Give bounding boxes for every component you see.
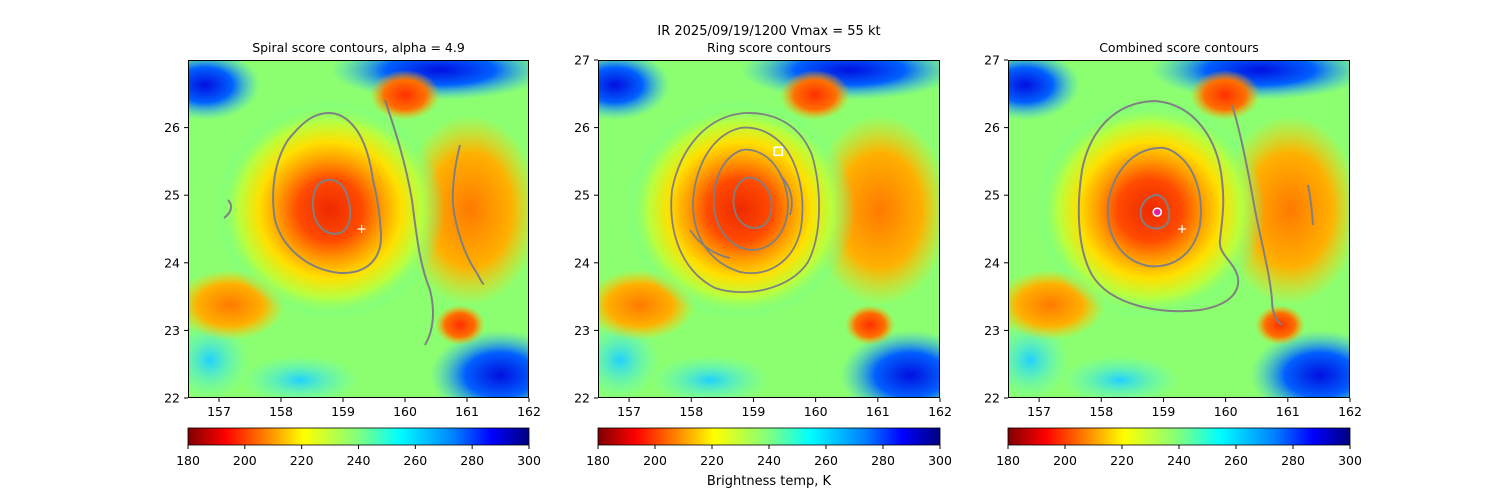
colorbar-tick-label: 220 [290,453,314,468]
center-marker-spiral [357,225,366,233]
colorbar-tick-label: 280 [460,453,484,468]
y-tick-label: 25 [574,188,590,203]
colorbar-tick-label: 200 [643,453,667,468]
panel-title-ring: Ring score contours [707,40,831,55]
colorbar-tick-label: 300 [1338,453,1362,468]
x-axis-ticks-ring: 157 158 159 160 161 162 [617,398,952,419]
y-axis-ticks-ring: 22 23 24 25 26 27 [574,53,598,406]
ir-image-combined [1008,60,1350,398]
contours-spiral [223,99,485,346]
y-tick-label: 26 [164,120,180,135]
ir-image-ring [598,60,940,398]
colorbar-tick-label: 240 [347,453,371,468]
panel-title-combined: Combined score contours [1099,40,1259,55]
colorbar-ticks-ring: 180 200 220 240 260 280 300 [586,445,952,468]
y-tick-label: 26 [574,120,590,135]
colorbar-tick-label: 180 [996,453,1020,468]
combined-center-marker [1152,207,1162,217]
y-tick-label: 23 [574,323,590,338]
x-tick-label: 157 [207,404,231,419]
colorbar-tick-label: 180 [176,453,200,468]
x-tick-label: 161 [455,404,479,419]
colorbar-tick-label: 260 [814,453,838,468]
panel-spiral: Spiral score contours, alpha = 4.9 [164,40,541,468]
colorbar-spiral [187,427,530,446]
x-tick-label: 162 [517,404,541,419]
x-tick-label: 158 [269,404,293,419]
ir-image-spiral [188,60,529,398]
colorbar-tick-label: 300 [517,453,541,468]
colorbar-tick-label: 280 [1281,453,1305,468]
x-tick-label: 162 [928,404,952,419]
colorbar-tick-label: 200 [233,453,257,468]
y-tick-label: 24 [984,255,1000,270]
colorbar-combined [1007,427,1351,446]
colorbar-tick-label: 220 [1110,453,1134,468]
x-tick-label: 159 [331,404,355,419]
y-tick-label: 22 [984,391,1000,406]
ring-center-marker [773,146,784,157]
colorbar-tick-label: 240 [1167,453,1191,468]
x-tick-label: 161 [1276,404,1300,419]
x-tick-label: 157 [1027,404,1051,419]
y-tick-label: 23 [164,323,180,338]
colorbar-tick-label: 180 [586,453,610,468]
x-tick-label: 162 [1338,404,1362,419]
colorbar-tick-label: 260 [403,453,427,468]
y-tick-label: 25 [164,188,180,203]
y-axis-ticks-spiral: 22 23 24 25 26 [164,120,188,406]
y-tick-label: 27 [984,53,1000,68]
x-tick-label: 158 [1089,404,1113,419]
center-marker-combined [1178,225,1187,233]
figure-title: IR 2025/09/19/1200 Vmax = 55 kt [657,24,880,39]
x-tick-label: 160 [393,404,417,419]
contours-combined [1077,99,1314,326]
x-tick-label: 160 [804,404,828,419]
x-axis-ticks-spiral: 157 158 159 160 161 162 [207,398,541,419]
colorbar-tick-label: 240 [757,453,781,468]
colorbar-label: Brightness temp, K [707,474,832,489]
x-axis-ticks-combined: 157 158 159 160 161 162 [1027,398,1362,419]
colorbar-ticks-spiral: 180 200 220 240 260 280 300 [176,445,541,468]
panel-combined: Combined score contours 157 158 [984,40,1362,468]
y-tick-label: 22 [164,391,180,406]
colorbar-tick-label: 260 [1224,453,1248,468]
y-tick-label: 22 [574,391,590,406]
colorbar-tick-label: 280 [871,453,895,468]
y-tick-label: 27 [574,53,590,68]
x-tick-label: 159 [742,404,766,419]
y-tick-label: 23 [984,323,1000,338]
y-tick-label: 25 [984,188,1000,203]
y-tick-label: 24 [574,255,590,270]
x-tick-label: 160 [1214,404,1238,419]
panel-ring: Ring score contours 157 158 159 160 161 162 2… [574,40,952,468]
x-tick-label: 157 [617,404,641,419]
colorbar-tick-label: 220 [700,453,724,468]
colorbar-ring [597,427,941,446]
colorbar-tick-label: 200 [1053,453,1077,468]
y-axis-ticks-combined: 22 23 24 25 26 27 [984,53,1008,406]
y-tick-label: 26 [984,120,1000,135]
contours-ring [670,112,820,294]
colorbar-tick-label: 300 [928,453,952,468]
x-tick-label: 161 [866,404,890,419]
colorbar-ticks-combined: 180 200 220 240 260 280 300 [996,445,1362,468]
panel-title-spiral: Spiral score contours, alpha = 4.9 [252,40,465,55]
x-tick-label: 159 [1152,404,1176,419]
x-tick-label: 158 [679,404,703,419]
y-tick-label: 24 [164,255,180,270]
